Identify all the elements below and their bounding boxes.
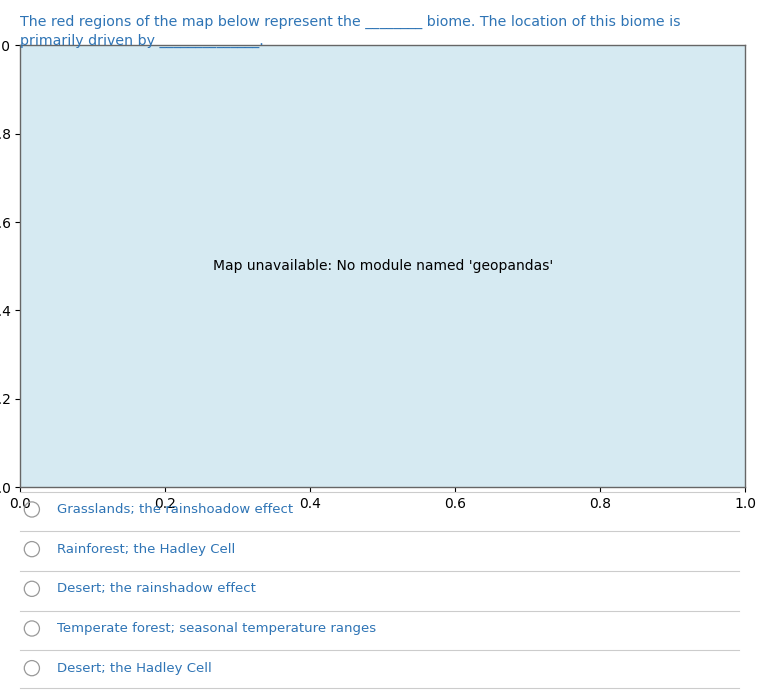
Text: Rainforest; the Hadley Cell: Rainforest; the Hadley Cell [57, 543, 235, 555]
Text: Temperate forest; seasonal temperature ranges: Temperate forest; seasonal temperature r… [57, 622, 376, 635]
Text: The red regions of the map below represent the ________ biome. The location of t: The red regions of the map below represe… [20, 15, 681, 29]
Text: Desert; the Hadley Cell: Desert; the Hadley Cell [57, 662, 212, 674]
Text: Map unavailable: No module named 'geopandas': Map unavailable: No module named 'geopan… [213, 259, 553, 274]
Text: primarily driven by ______________.: primarily driven by ______________. [20, 33, 264, 47]
Text: Grasslands; the rainshoadow effect: Grasslands; the rainshoadow effect [57, 503, 293, 516]
Text: Desert; the rainshadow effect: Desert; the rainshadow effect [57, 583, 256, 595]
